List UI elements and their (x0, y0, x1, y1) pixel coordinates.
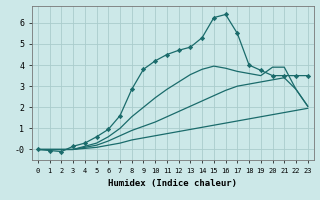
X-axis label: Humidex (Indice chaleur): Humidex (Indice chaleur) (108, 179, 237, 188)
